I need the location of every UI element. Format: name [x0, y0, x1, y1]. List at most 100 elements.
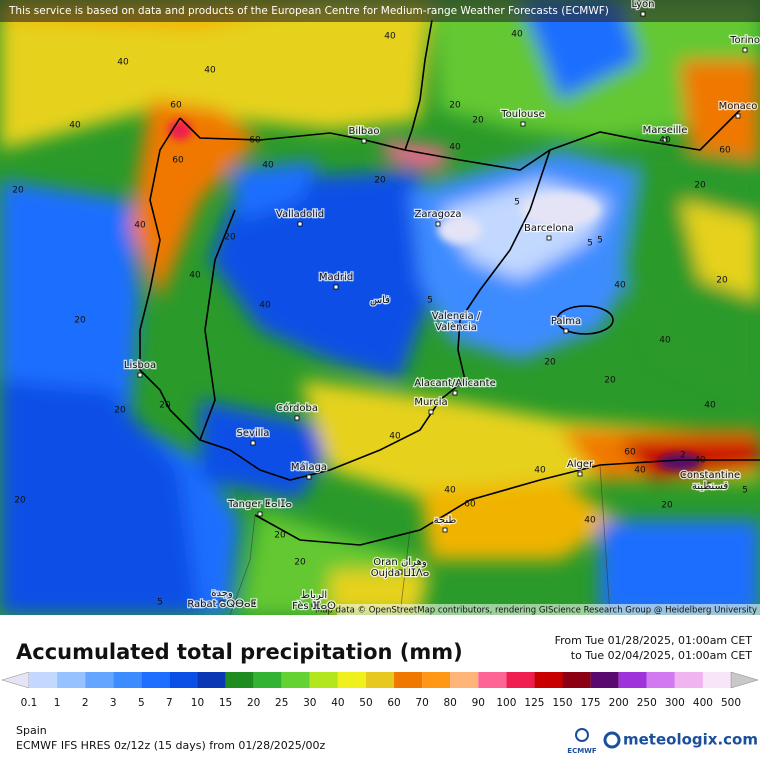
scale-label: 7: [166, 697, 173, 709]
scale-label: 1: [54, 697, 61, 709]
city-marker: [257, 511, 263, 517]
scale-swatch: [506, 672, 535, 688]
contour-label: 60: [464, 500, 476, 510]
scale-label: 80: [444, 697, 457, 709]
contour-label: 5: [514, 198, 520, 208]
city-marker: [453, 323, 459, 329]
city-label: Zaragoza: [414, 209, 461, 220]
city-marker: [442, 527, 448, 533]
contour-label: 5: [157, 598, 163, 608]
scale-label: 40: [331, 697, 344, 709]
contour-label: 40: [117, 58, 129, 68]
scale-label: 0.1: [21, 697, 38, 709]
contour-label: 20: [274, 531, 286, 541]
contour-label: 40: [134, 221, 146, 231]
scale-swatch: [169, 672, 198, 688]
scale-swatch: [534, 672, 563, 688]
city-label: قسنطينة: [692, 481, 729, 492]
scale-swatch: [674, 672, 703, 688]
city-label: Constantine: [680, 470, 740, 481]
scale-label: 400: [693, 697, 713, 709]
city-label: Barcelona: [524, 223, 574, 234]
contour-label: 20: [661, 501, 673, 511]
city-label: Oran وهران: [373, 557, 427, 568]
scale-swatch: [337, 672, 366, 688]
period-from: From Tue 01/28/2025, 01:00am CET: [555, 634, 753, 647]
contour-label: 20: [544, 358, 556, 368]
contour-label: 40: [204, 66, 216, 76]
contour-label: 60: [249, 136, 261, 146]
city-marker: [735, 113, 741, 119]
city-label: الرباط: [301, 590, 327, 601]
model-info: ECMWF IFS HRES 0z/12z (15 days) from 01/…: [16, 739, 326, 752]
contour-label: 40: [534, 466, 546, 476]
contour-label: 20: [224, 233, 236, 243]
city-label: طنجة: [434, 515, 457, 526]
scale-swatch: [422, 672, 451, 688]
contour-label: 40: [634, 466, 646, 476]
city-marker: [137, 372, 143, 378]
contour-label: 20: [449, 101, 461, 111]
contour-label: 40: [659, 336, 671, 346]
city-marker: [428, 409, 434, 415]
city-marker: [742, 47, 748, 53]
city-marker: [306, 474, 312, 480]
scale-swatch: [478, 672, 507, 688]
ecmwf-notice: This service is based on data and produc…: [8, 5, 609, 17]
region: Spain: [16, 724, 47, 737]
scale-label: 3: [110, 697, 117, 709]
scale-label: 250: [637, 697, 657, 709]
city-marker: [311, 602, 317, 608]
scale-swatch: [365, 672, 395, 688]
city-label: Valladolid: [276, 209, 324, 220]
city-label: Alacant/Alicante: [414, 378, 495, 389]
scale-label: 175: [581, 697, 601, 709]
city-label: Marseille: [643, 125, 688, 136]
scale-end: [1, 671, 30, 689]
contour-label: 40: [511, 30, 523, 40]
city-label: Alger: [567, 459, 594, 470]
scale-swatch: [450, 672, 479, 688]
scale-swatch: [309, 672, 338, 688]
contour-label: 40: [614, 281, 626, 291]
scale-swatch: [225, 672, 254, 688]
brand[interactable]: meteologix.com: [623, 731, 758, 749]
contour-label: 20: [374, 176, 386, 186]
city-label: València: [435, 321, 477, 333]
contour-label: 60: [172, 156, 184, 166]
scale-swatch: [590, 672, 619, 688]
city-marker: [452, 390, 458, 396]
scale-swatch: [702, 672, 731, 688]
scale-label: 500: [721, 697, 741, 709]
attribution: Map data © OpenStreetMap contributors, r…: [315, 606, 757, 616]
city-marker: [435, 221, 441, 227]
city-marker: [707, 482, 713, 488]
notice-bar: [0, 0, 760, 22]
contour-label: 20: [604, 376, 616, 386]
city-marker: [397, 569, 403, 575]
scale-label: 60: [387, 697, 400, 709]
contour-label: 5: [427, 296, 433, 306]
city-label: فاس: [370, 295, 390, 306]
contour-label: 20: [14, 496, 26, 506]
scale-swatch: [57, 672, 86, 688]
city-label: Lyon: [631, 0, 654, 10]
scale-label: 90: [472, 697, 485, 709]
contour-label: 5: [587, 239, 593, 249]
city-marker: [662, 137, 668, 143]
contour-label: 60: [170, 101, 182, 111]
contour-label: 20: [114, 406, 126, 416]
city-label: Fès ⴼⴰⵙ: [292, 600, 336, 612]
contour-label: 20: [716, 276, 728, 286]
scale-swatch: [197, 672, 226, 688]
scale-label: 25: [275, 697, 288, 709]
city-marker: [297, 221, 303, 227]
contour-label: 60: [719, 146, 731, 156]
attribution-bg: [337, 604, 760, 616]
contour-label: 40: [449, 143, 461, 153]
city-label: Bilbao: [348, 126, 379, 137]
scale-label: 100: [496, 697, 516, 709]
contour-label: 40: [584, 516, 596, 526]
brand-logo: [603, 731, 621, 749]
